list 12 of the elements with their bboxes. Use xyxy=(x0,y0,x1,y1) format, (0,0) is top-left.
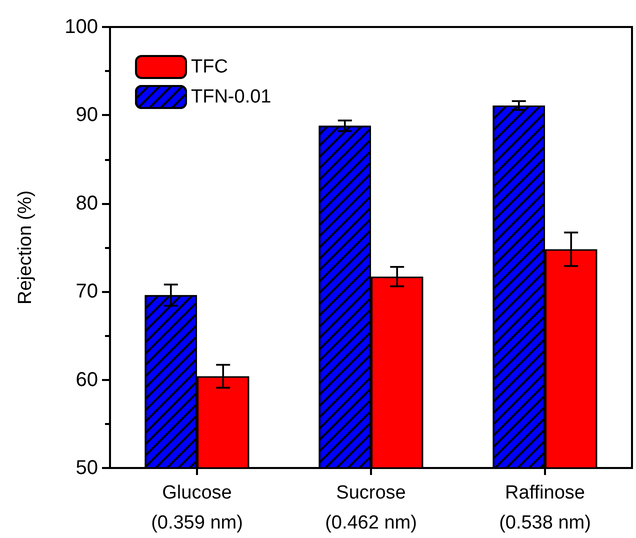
legend-label: TFC xyxy=(191,56,228,78)
legend-label: TFN-0.01 xyxy=(191,86,272,108)
y-tick-label: 80 xyxy=(76,192,98,214)
y-tick-label: 60 xyxy=(76,368,98,391)
x-tick-label: Raffinose (0.538 nm) xyxy=(499,482,591,534)
y-tick-label: 100 xyxy=(64,16,98,38)
y-axis-title: Rejection (%) xyxy=(15,190,36,305)
x-tick-label: Glucose (0.359 nm) xyxy=(151,482,243,534)
y-tick-label: 90 xyxy=(76,104,98,126)
x-tick-label: Sucrose (0.462 nm) xyxy=(325,482,417,534)
y-tick-label: 50 xyxy=(76,457,98,479)
y-tick-label: 70 xyxy=(76,280,98,303)
